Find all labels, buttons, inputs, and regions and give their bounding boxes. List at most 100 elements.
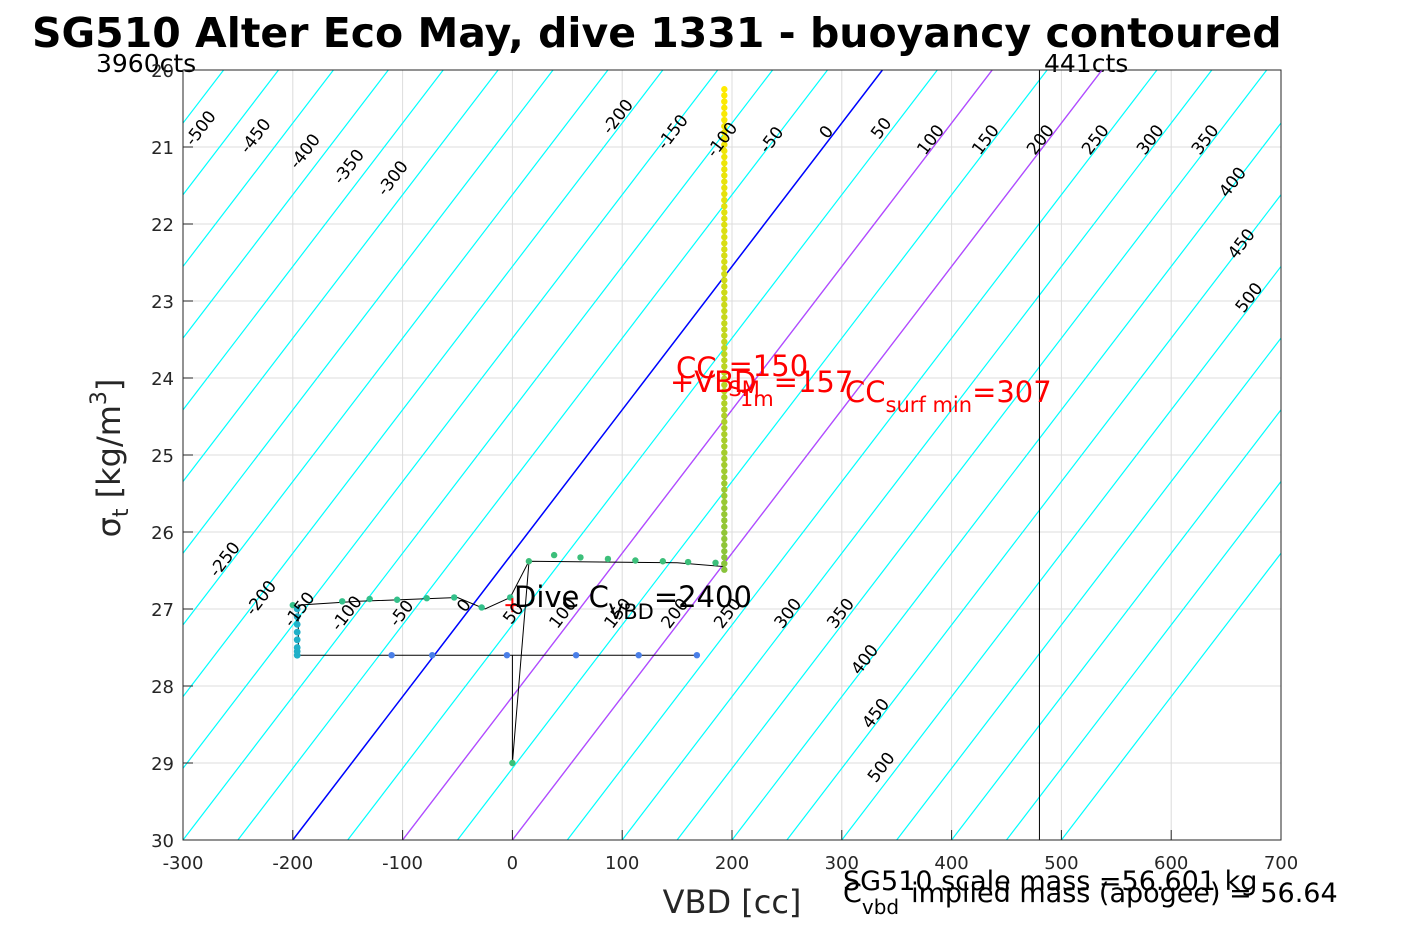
data-point-teal	[293, 605, 301, 613]
data-point-yellow	[721, 498, 728, 506]
data-point-yellow	[721, 184, 728, 192]
x-tick-label: 400	[934, 853, 968, 874]
contour-line	[183, 70, 609, 626]
contour-line	[183, 70, 389, 340]
data-point-yellow	[721, 233, 728, 241]
data-point-yellow	[721, 338, 728, 346]
data-point-yellow	[721, 437, 728, 444]
zero-buoyancy-line	[292, 70, 884, 840]
data-point-yellow	[721, 159, 728, 167]
data-point-yellow	[721, 172, 728, 179]
y-label-close: ]	[90, 379, 128, 391]
corner-label-left: 3960cts	[96, 49, 196, 78]
cc-surf-min-annotation: CCsurf min=307	[845, 375, 1052, 417]
data-point-blue	[503, 652, 511, 659]
contour-line	[1006, 480, 1281, 840]
data-point-yellow	[721, 153, 728, 161]
data-point-yellow	[721, 135, 728, 142]
data-point-yellow	[721, 215, 728, 222]
dive-points	[289, 86, 728, 767]
contour-line	[237, 70, 829, 840]
cc-annotation: CC =150	[676, 349, 808, 385]
x-tick-label: 0	[507, 853, 518, 874]
data-point-yellow	[721, 326, 728, 333]
data-point-yellow	[721, 344, 728, 352]
data-point-blue	[388, 652, 395, 659]
data-point-green	[684, 558, 692, 566]
data-point-yellow	[721, 277, 728, 284]
contour-line	[786, 193, 1281, 840]
data-point-bottom	[509, 759, 516, 767]
data-point-yellow	[721, 511, 728, 518]
data-point-yellow	[721, 307, 728, 315]
contour-line	[183, 70, 554, 555]
data-point-yellow	[721, 455, 728, 463]
y-tick-label: 23	[151, 292, 174, 313]
data-point-yellow	[721, 203, 728, 210]
data-point-yellow	[721, 209, 728, 216]
data-point-yellow	[721, 492, 728, 500]
data-point-yellow	[721, 418, 728, 426]
data-point-yellow	[721, 240, 728, 247]
data-point-yellow	[721, 467, 728, 475]
data-point-teal	[293, 636, 301, 644]
x-tick-label: 700	[1264, 853, 1298, 874]
data-point-yellow	[721, 332, 728, 339]
data-point-yellow	[721, 123, 728, 130]
data-point-yellow	[721, 295, 728, 302]
y-tick-label: 27	[151, 600, 174, 621]
data-point-yellow	[721, 270, 728, 278]
data-point-green	[632, 557, 639, 564]
data-point-yellow	[721, 227, 728, 235]
data-point-green	[604, 555, 612, 563]
data-point-yellow	[721, 406, 728, 413]
data-point-yellow	[721, 412, 728, 419]
x-tick-label: 100	[605, 853, 639, 874]
x-tick-label: 600	[1154, 853, 1188, 874]
data-point-yellow	[721, 289, 728, 296]
data-point-blue	[429, 652, 436, 659]
data-point-yellow	[721, 375, 728, 382]
data-point-yellow	[721, 554, 728, 561]
data-point-yellow	[721, 480, 728, 487]
y-label-unit: [kg/m	[90, 405, 128, 508]
y-tick-label: 29	[151, 754, 174, 775]
data-point-green	[478, 604, 485, 611]
data-point-yellow	[721, 129, 728, 136]
minimum-line	[402, 70, 993, 840]
data-point-yellow	[721, 449, 728, 456]
data-point-yellow	[721, 264, 728, 272]
axis-ticks: -300 -200 -100 0 100 200 300 400 500 600 700 20 21 22…	[151, 61, 1298, 874]
data-point-yellow	[721, 486, 728, 493]
y-label-sub: t	[109, 508, 134, 517]
data-point-yellow	[721, 283, 728, 290]
y-tick-label: 22	[151, 215, 174, 236]
data-point-yellow	[721, 104, 728, 111]
x-tick-label: -100	[382, 853, 423, 874]
contour-line	[676, 70, 1268, 840]
data-point-yellow	[721, 116, 728, 124]
dive-cvbd-annotation: Dive CVBD=2400	[514, 580, 752, 624]
contour-line	[183, 70, 774, 840]
contour-line	[1060, 552, 1281, 840]
data-point-green	[712, 559, 719, 566]
data-point-yellow	[721, 461, 728, 469]
data-point-yellow	[721, 541, 728, 549]
data-point-yellow	[721, 320, 728, 327]
implied-mass-text: Cvbd implied mass (apogee) = 56.64	[843, 878, 1338, 919]
data-point-yellow	[721, 147, 728, 155]
data-point-yellow	[721, 178, 728, 185]
data-point-yellow	[721, 523, 728, 530]
data-point-yellow	[721, 258, 728, 265]
data-point-yellow	[721, 400, 728, 407]
data-point-yellow	[721, 350, 728, 358]
y-tick-label: 26	[151, 523, 174, 544]
profile-line	[297, 89, 725, 764]
contour-line	[896, 337, 1281, 840]
data-point-yellow	[721, 166, 728, 173]
data-point-blue	[572, 652, 580, 659]
data-point-yellow	[721, 221, 728, 228]
data-point-green	[366, 595, 373, 603]
data-point-yellow	[721, 548, 728, 555]
